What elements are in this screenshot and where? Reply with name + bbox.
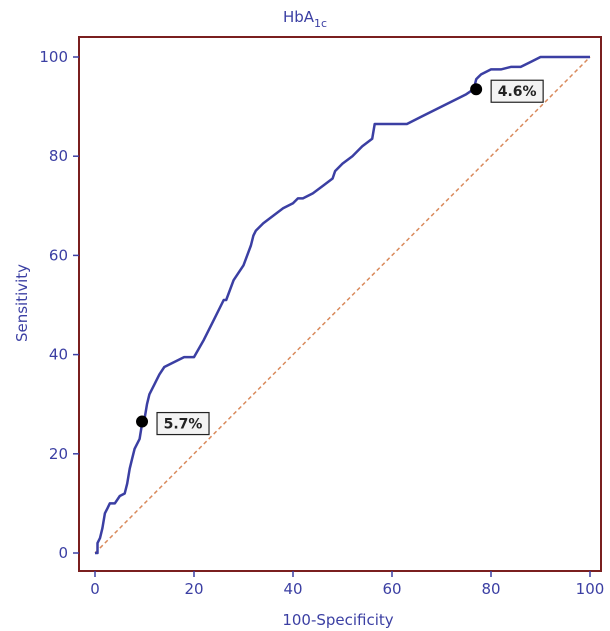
cutoff-label: 5.7% bbox=[164, 417, 203, 433]
y-tick-label: 80 bbox=[49, 147, 68, 165]
plot-frame bbox=[78, 36, 602, 572]
reference-line bbox=[94, 56, 591, 554]
x-tick-label: 80 bbox=[481, 580, 500, 598]
y-axis: 0 20 40 60 80 100 bbox=[39, 48, 79, 562]
chart-title: HbA1c bbox=[283, 8, 327, 30]
cutoff-label-box bbox=[490, 79, 544, 103]
cutoff-label-box bbox=[156, 411, 210, 436]
y-tick-label: 0 bbox=[58, 544, 68, 562]
x-tick-label: 40 bbox=[283, 580, 302, 598]
cutoff-points: 5.7% 4.6% bbox=[136, 79, 544, 436]
cutoff-label: 4.6% bbox=[498, 84, 537, 100]
x-tick-label: 20 bbox=[184, 580, 203, 598]
y-tick-label: 60 bbox=[49, 246, 68, 264]
x-tick-label: 0 bbox=[90, 580, 100, 598]
roc-curve bbox=[95, 55, 590, 555]
cutoff-point-marker bbox=[136, 415, 149, 428]
x-tick-label: 100 bbox=[576, 580, 605, 598]
cutoff-point-marker bbox=[470, 83, 483, 96]
x-axis: 0 20 40 60 80 100 bbox=[90, 571, 604, 598]
x-axis-label: 100-Specificity bbox=[282, 611, 393, 629]
y-tick-label: 20 bbox=[49, 445, 68, 463]
chart-title-subscript: 1c bbox=[314, 17, 327, 30]
y-axis-label: Sensitivity bbox=[13, 264, 31, 342]
x-tick-label: 60 bbox=[382, 580, 401, 598]
y-tick-label: 100 bbox=[39, 48, 68, 66]
y-tick-label: 40 bbox=[49, 346, 68, 364]
